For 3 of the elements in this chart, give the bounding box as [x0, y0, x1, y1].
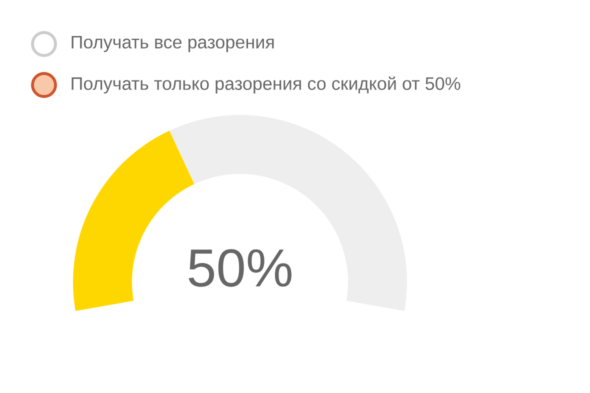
- text: Получать только разорения со скидкой от 50%: [72, 76, 460, 94]
- text: Получать все разорения: [72, 36, 274, 52]
- text: 50%: [188, 249, 292, 287]
